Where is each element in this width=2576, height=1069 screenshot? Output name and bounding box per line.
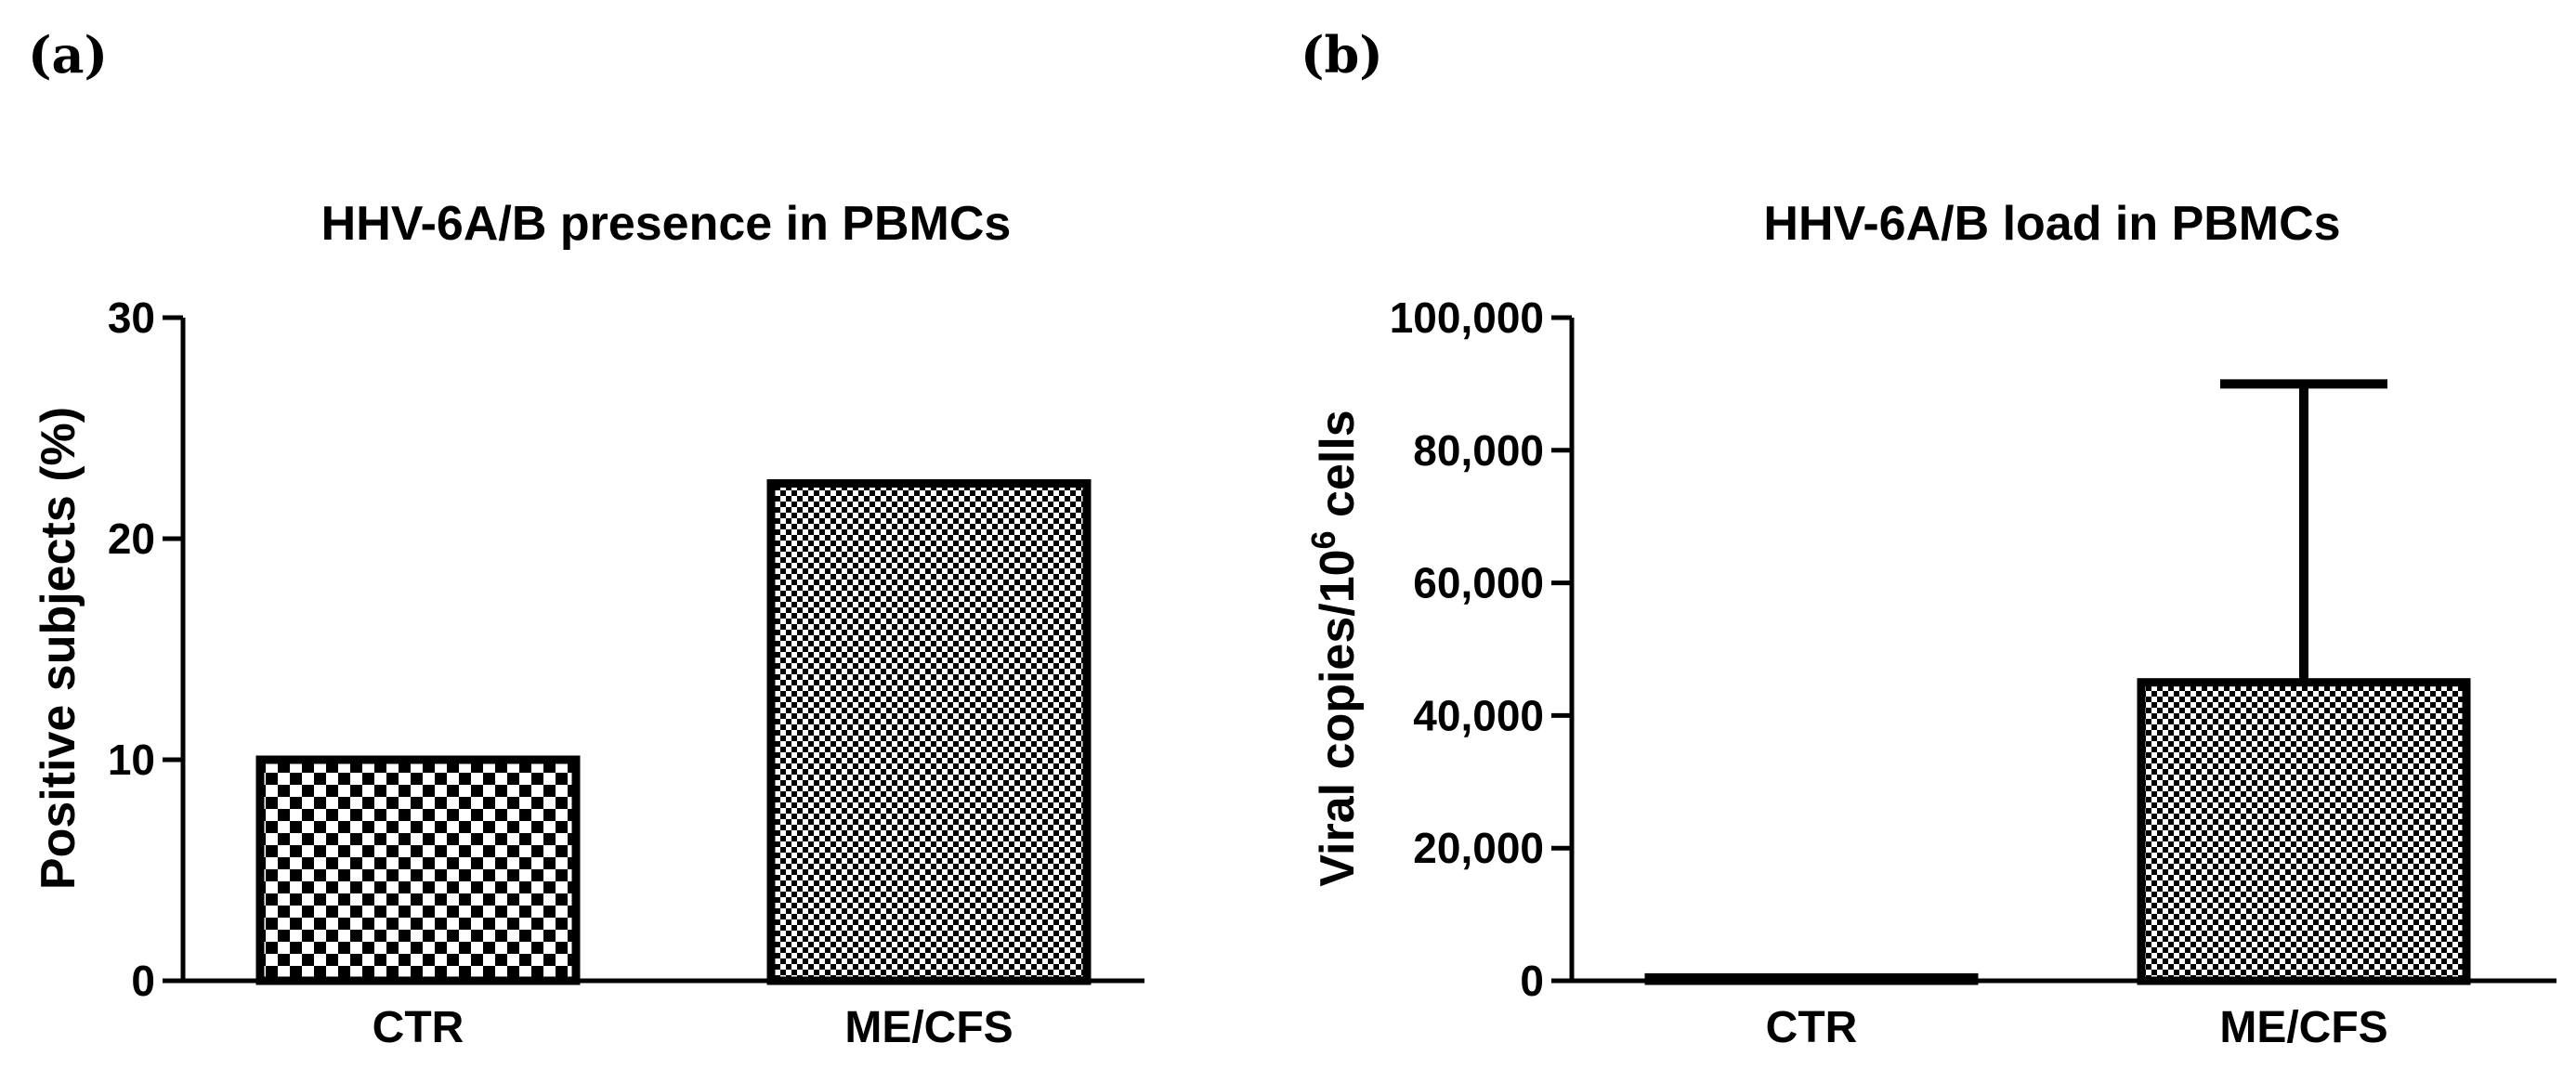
panel-a-label: (a) — [28, 25, 108, 85]
x-category-label: ME/CFS — [844, 1003, 1013, 1052]
panel-b-title: HHV-6A/B load in PBMCs — [1763, 197, 2340, 251]
panel-b-label: (b) — [1301, 25, 1383, 85]
panel-b-y-axis-label-suffix: cells — [1311, 410, 1365, 530]
panel-b: (b) HHV-6A/B load in PBMCs Viral copies/… — [1301, 25, 2556, 1052]
x-category-label: CTR — [373, 1003, 464, 1052]
panel-a-category-labels: CTR ME/CFS — [373, 1003, 1013, 1052]
panel-a-title: HHV-6A/B presence in PBMCs — [321, 197, 1012, 251]
y-tick-label: 20,000 — [1413, 824, 1544, 872]
panel-b-category-labels: CTR ME/CFS — [1766, 1003, 2388, 1052]
bar-ctr — [255, 755, 581, 985]
y-tick-label: 30 — [108, 293, 155, 342]
panel-b-y-axis-label: Viral copies/106 cells — [1304, 410, 1365, 886]
y-tick-label: 80,000 — [1413, 426, 1544, 475]
y-tick-label: 0 — [131, 957, 155, 1005]
panel-a-y-axis-label: Positive subjects (%) — [32, 407, 85, 890]
panel-a-bars — [255, 479, 1092, 985]
bar-me-cfs — [766, 479, 1092, 985]
bar-me-cfs — [2137, 678, 2471, 985]
y-tick-label: 100,000 — [1390, 293, 1544, 342]
panel-b-error-bars — [2220, 379, 2387, 683]
x-category-label: CTR — [1766, 1003, 1858, 1052]
panel-b-bars — [1644, 678, 2471, 985]
y-tick-label: 40,000 — [1413, 691, 1544, 739]
panel-a: (a) HHV-6A/B presence in PBMCs Positive … — [28, 25, 1144, 1052]
y-tick-label: 10 — [108, 736, 155, 784]
y-tick-label: 60,000 — [1413, 559, 1544, 607]
panel-b-y-axis-label-superscript: 6 — [1304, 530, 1342, 549]
x-category-label: ME/CFS — [2219, 1003, 2387, 1052]
panel-b-y-ticks: 0 20,000 40,000 60,000 80,000 100,000 — [1390, 293, 1572, 1005]
y-tick-label: 0 — [1520, 957, 1544, 1005]
panel-b-y-axis-label-main: Viral copies/10 — [1311, 549, 1365, 886]
y-tick-label: 20 — [108, 515, 155, 563]
panel-a-y-ticks: 0 10 20 30 — [108, 293, 183, 1005]
